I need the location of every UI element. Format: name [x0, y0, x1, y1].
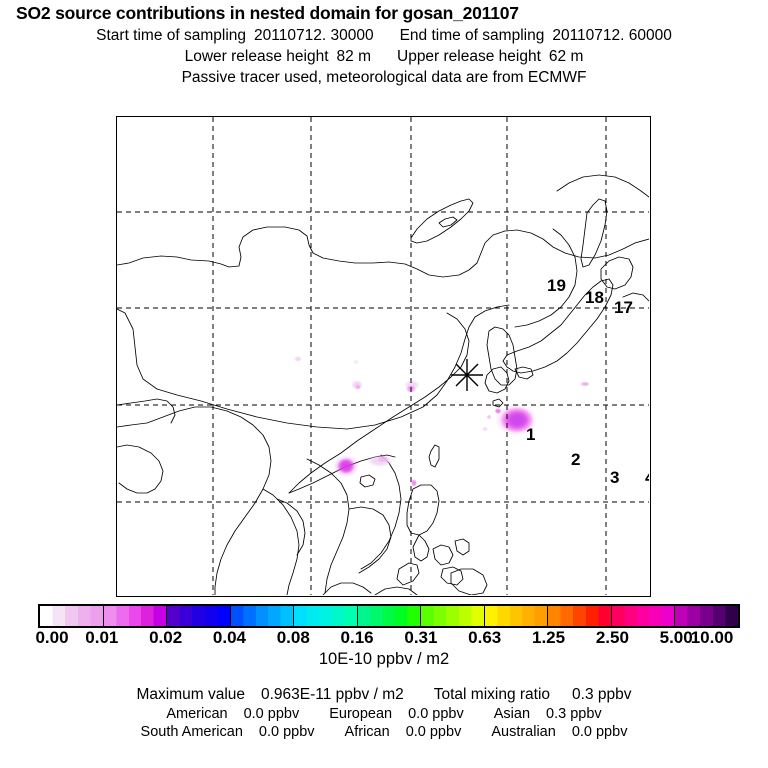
- colorbar-segment-9[interactable]: [611, 606, 676, 626]
- colorbar-tick-4: 0.08: [276, 628, 310, 647]
- colorbar-segment-6[interactable]: [421, 606, 485, 626]
- upper-release-label: Upper release height: [397, 48, 541, 65]
- colorbar-tick-6: 0.31: [404, 628, 438, 647]
- release-point-star-icon: [451, 359, 483, 391]
- colorbar-tick-9: 2.50: [595, 628, 629, 647]
- colorbar-segment-3[interactable]: [230, 606, 295, 626]
- concentration-plume-layer: [294, 356, 590, 487]
- max-value-value: 0.963E-11 ppbv / m2: [261, 686, 404, 703]
- colorbar-segment-2[interactable]: [167, 606, 231, 626]
- plume-inland-a: [294, 356, 302, 362]
- plume-coast-streak-core: [377, 455, 389, 463]
- colorbar-segment-4[interactable]: [294, 606, 358, 626]
- start-time-value: 20110712. 30000: [254, 27, 374, 44]
- lower-release-label: Lower release height: [184, 48, 329, 65]
- map-canvas: 19 18 17 1 2 3 4: [117, 117, 649, 595]
- plume-speck-a: [494, 408, 502, 414]
- region-label-18: 18: [585, 288, 604, 307]
- colorbar-tick-1: 0.01: [85, 628, 119, 647]
- region-label-2: 2: [571, 450, 580, 469]
- colorbar-segment-0[interactable]: [40, 606, 104, 626]
- plume-china-south-halo: [333, 455, 359, 477]
- max-value-label: Maximum value: [136, 686, 245, 703]
- european-label: European: [329, 706, 393, 722]
- colorbar-tick-2: 0.02: [149, 628, 183, 647]
- coastline-layer: [117, 174, 649, 595]
- south-american-value: 0.0 ppbv: [258, 724, 315, 740]
- region-number-labels: 19 18 17 1 2 3 4: [526, 276, 649, 487]
- african-label: African: [344, 724, 390, 740]
- colorbar-tick-0: 0.00: [35, 628, 69, 647]
- colorbar-segment-10[interactable]: [675, 606, 739, 626]
- colorbar-tick-3: 0.04: [212, 628, 246, 647]
- region-label-19: 19: [547, 276, 566, 295]
- colorbar-tick-labels: 0.00 0.01 0.02 0.04 0.08 0.16 0.31 0.63 1.25 2.50…: [0, 628, 768, 650]
- sampling-time-row: Start time of sampling 20110712. 30000 End…: [0, 27, 768, 45]
- plume-speck-b: [486, 414, 492, 420]
- region-label-4: 4: [645, 468, 649, 487]
- plume-speck-c: [482, 426, 488, 432]
- colorbar[interactable]: [38, 604, 740, 628]
- header-block: SO2 source contributions in nested domai…: [0, 0, 768, 87]
- start-time-label: Start time of sampling: [96, 27, 247, 44]
- source-row-1: American 0.0 ppbv European 0.0 ppbv Asian 0.3…: [0, 706, 768, 722]
- gosan-plume-outer: [495, 404, 537, 436]
- page-title: SO2 source contributions in nested domai…: [16, 3, 519, 23]
- australian-label: Australian: [491, 724, 556, 740]
- colorbar-tick-10: 5.00: [659, 628, 693, 647]
- colorbar-tick-8: 1.25: [531, 628, 566, 647]
- source-row-2: South American 0.0 ppbv African 0.0 ppbv Aus…: [0, 724, 768, 740]
- statistics-block: Maximum value 0.963E-11 ppbv / m2 Total mi…: [0, 684, 768, 740]
- release-height-row: Lower release height 82 m Upper release he…: [0, 48, 768, 66]
- american-value: 0.0 ppbv: [243, 706, 300, 722]
- map-panel[interactable]: 19 18 17 1 2 3 4: [116, 116, 651, 597]
- region-label-1: 1: [526, 425, 535, 444]
- asian-value: 0.3 ppbv: [546, 706, 602, 722]
- end-time-value: 20110712. 60000: [552, 27, 672, 44]
- max-value-row: Maximum value 0.963E-11 ppbv / m2 Total mi…: [0, 686, 768, 704]
- end-time-label: End time of sampling: [399, 27, 545, 44]
- american-label: American: [166, 706, 228, 722]
- plume-luzon-north: [411, 479, 417, 487]
- african-value: 0.0 ppbv: [405, 724, 462, 740]
- colorbar-segment-8[interactable]: [548, 606, 612, 626]
- upper-release-value: 62 m: [548, 48, 584, 65]
- tracer-note: Passive tracer used, meteorological data…: [181, 69, 587, 86]
- colorbar-tick-11: 10.00: [690, 628, 734, 647]
- european-value: 0.0 ppbv: [408, 706, 464, 722]
- lower-release-value: 82 m: [336, 48, 371, 65]
- region-label-3: 3: [610, 468, 619, 487]
- colorbar-segment-5[interactable]: [357, 606, 422, 626]
- plume-japan-coast: [580, 381, 590, 387]
- total-mixing-ratio-label: Total mixing ratio: [433, 686, 551, 703]
- asian-label: Asian: [493, 706, 531, 722]
- region-label-17: 17: [614, 298, 633, 317]
- plume-inland-d: [355, 384, 361, 390]
- colorbar-segment-1[interactable]: [103, 606, 168, 626]
- south-american-label: South American: [140, 724, 243, 740]
- plume-inland-b: [353, 359, 359, 365]
- colorbar-segment-7[interactable]: [484, 606, 549, 626]
- colorbar-tick-7: 0.63: [468, 628, 502, 647]
- colorbar-unit-label: 10E-10 ppbv / m2: [318, 650, 450, 668]
- total-mixing-ratio-value: 0.3 ppbv: [572, 686, 632, 703]
- gridline-layer: [117, 117, 649, 595]
- australian-value: 0.0 ppbv: [571, 724, 628, 740]
- colorbar-tick-5: 0.16: [340, 628, 374, 647]
